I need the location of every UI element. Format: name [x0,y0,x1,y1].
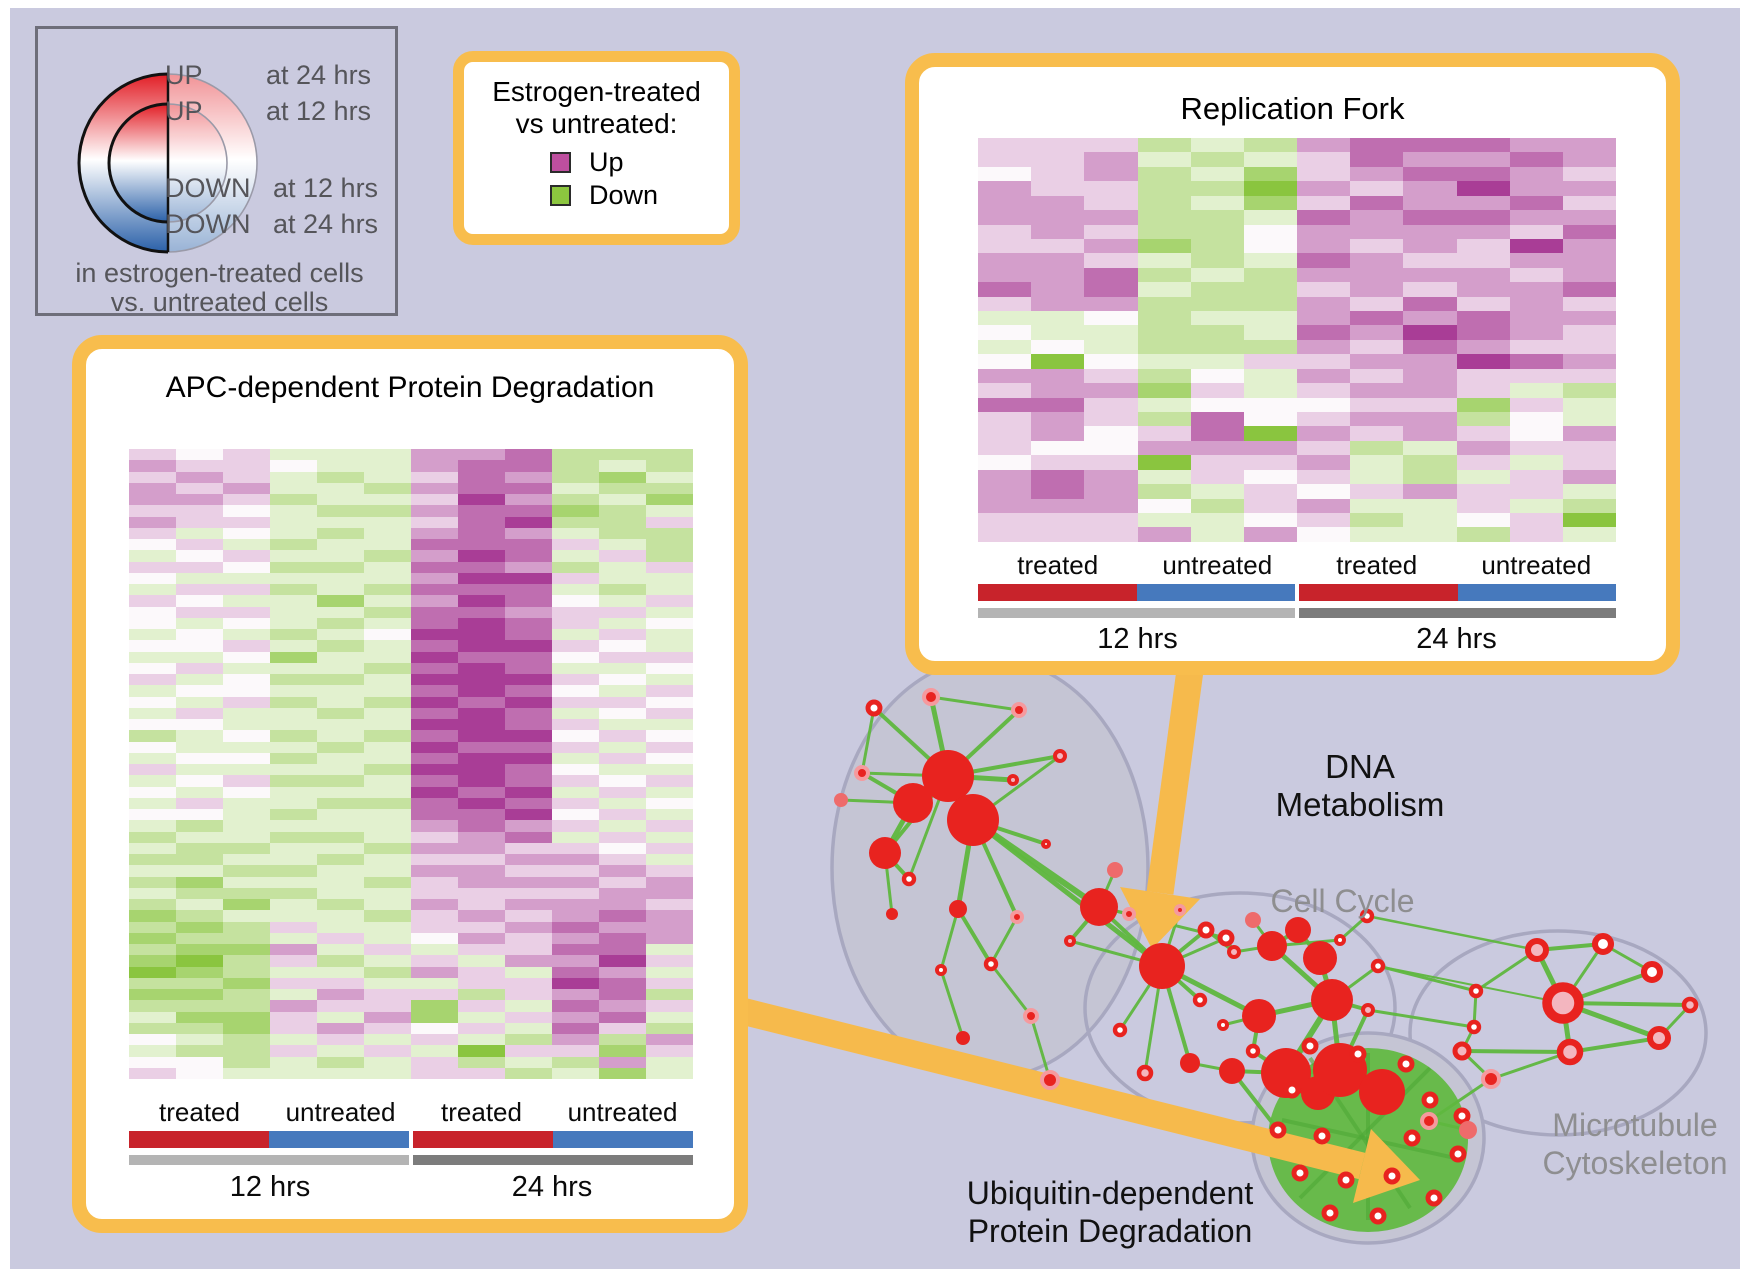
figure-background: DNA Metabolism Cell Cycle Microtubule Cy… [10,8,1740,1269]
cluster-label-ubiquitin: Ubiquitin-dependent Protein Degradation [966,1175,1254,1249]
time-bars [129,1155,693,1165]
up-swatch-icon [550,152,571,173]
replication-fork-heatmap [978,138,1617,542]
replication-fork-title: Replication Fork [1180,91,1405,126]
updown-rings-icon [77,72,258,254]
updown-down12-word: DOWN [165,173,251,203]
network-nodes [834,688,1699,1225]
color-legend-box: Estrogen-treated vs untreated: Up Down [453,51,740,245]
updown-down24-time: at 24 hrs [273,209,379,239]
cluster-label-dna-metabolism: DNA Metabolism [1275,748,1445,823]
updown-up24-word: UP [165,60,203,90]
apc-title: APC-dependent Protein Degradation [165,371,655,404]
updown-down24-word: DOWN [165,209,251,239]
cluster-label-microtubule-cytoskeleton: Microtubule Cytoskeleton [1542,1107,1728,1181]
legend-item-down: Down [550,179,729,212]
legend-item-up: Up [550,146,729,179]
updown-footer-line1: in estrogen-treated cells [75,258,364,288]
treatment-bars [978,584,1616,601]
time-bars [978,608,1616,618]
apc-heatmap [129,449,693,1079]
replication-fork-group-labels: treated untreated treated untreated [1017,550,1592,580]
down-swatch-icon [550,185,571,206]
network-diagram [734,646,1708,1245]
updown-up12-word: UP [165,96,203,126]
time-labels: 12 hrs 24 hrs [229,1171,593,1203]
panel-replication-fork: Replication Fork treated untreated treat… [905,53,1680,675]
treatment-bars [129,1131,693,1148]
apc-group-labels: treated untreated treated untreated [159,1097,678,1127]
updown-up24-time: at 24 hrs [266,60,372,90]
color-legend-title: Estrogen-treated vs untreated: [492,76,701,139]
time-labels: 12 hrs 24 hrs [1097,623,1497,655]
updown-down12-time: at 12 hrs [273,173,379,203]
updown-footer-line2: vs. untreated cells [110,287,329,317]
updown-legend-box: UP at 24 hrs UP at 12 hrs DOWN at 12 hrs… [35,26,398,317]
updown-up12-time: at 12 hrs [266,96,372,126]
cluster-label-cell-cycle: Cell Cycle [1270,883,1415,919]
panel-apc-degradation: APC-dependent Protein Degradation treate… [72,335,748,1233]
